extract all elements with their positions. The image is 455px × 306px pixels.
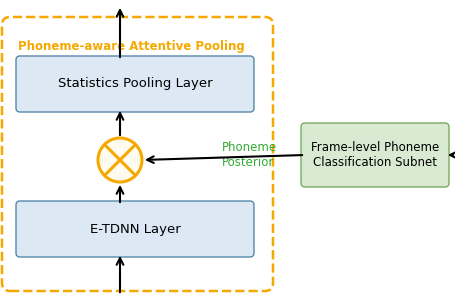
- FancyBboxPatch shape: [16, 56, 253, 112]
- Circle shape: [98, 138, 142, 182]
- Text: Statistics Pooling Layer: Statistics Pooling Layer: [58, 77, 212, 91]
- Text: Phoneme-aware Attentive Pooling: Phoneme-aware Attentive Pooling: [18, 40, 244, 53]
- FancyBboxPatch shape: [16, 201, 253, 257]
- FancyBboxPatch shape: [300, 123, 448, 187]
- Text: E-TDNN Layer: E-TDNN Layer: [90, 222, 180, 236]
- Text: Frame-level Phoneme
Classification Subnet: Frame-level Phoneme Classification Subne…: [310, 141, 438, 169]
- Text: Phoneme
Posterior: Phoneme Posterior: [222, 141, 277, 169]
